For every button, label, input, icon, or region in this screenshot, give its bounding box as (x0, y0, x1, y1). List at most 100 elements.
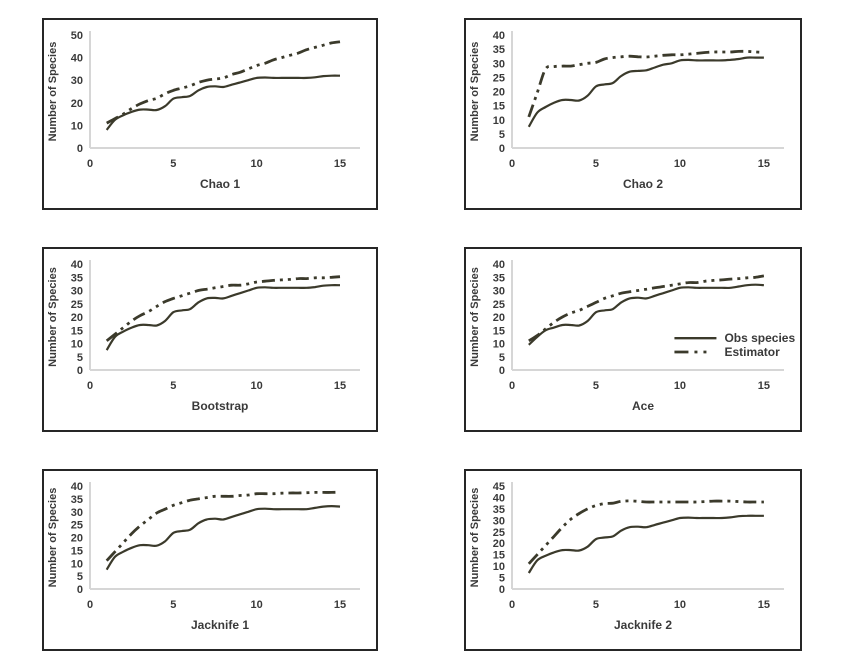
x-tick-label: 10 (251, 380, 263, 392)
y-tick-label: 35 (71, 494, 83, 506)
x-tick-label: 10 (674, 158, 686, 170)
y-tick-label: 15 (493, 325, 505, 337)
estimator-series-line (105, 275, 341, 342)
y-tick-label: 15 (493, 101, 505, 113)
y-tick-label: 15 (71, 325, 83, 337)
y-tick-label: 25 (71, 299, 83, 311)
x-tick-label: 5 (593, 380, 599, 392)
y-tick-label: 45 (493, 481, 505, 493)
x-tick-label: 5 (170, 599, 176, 611)
y-tick-label: 40 (71, 53, 83, 65)
y-tick-label: 40 (493, 259, 505, 271)
x-tick-label: 5 (593, 599, 599, 611)
obs-series-line (105, 505, 341, 571)
y-tick-label: 35 (493, 44, 505, 56)
x-tick-label: 5 (593, 158, 599, 170)
x-tick-label: 15 (334, 599, 346, 611)
chart-chao-1: 0 10 20 30 40 50 0 5 10 15 Number of Species Chao 1 (47, 30, 360, 191)
y-tick-label: 20 (71, 312, 83, 324)
x-tick-label: 0 (87, 158, 93, 170)
y-tick-label: 15 (71, 545, 83, 557)
y-tick-label: 20 (493, 538, 505, 550)
y-tick-label: 35 (493, 504, 505, 516)
y-tick-label: 30 (71, 507, 83, 519)
y-tick-label: 40 (493, 30, 505, 42)
estimator-series-line (105, 490, 341, 562)
obs-series-line (105, 74, 341, 131)
y-tick-label: 30 (493, 58, 505, 70)
y-tick-label: 0 (499, 365, 505, 377)
obs-series-line (105, 284, 341, 351)
x-tick-label: 0 (87, 599, 93, 611)
y-tick-label: 5 (77, 352, 83, 364)
x-tick-label: 5 (170, 158, 176, 170)
y-tick-label: 25 (493, 299, 505, 311)
y-tick-label: 10 (493, 339, 505, 351)
y-tick-label: 40 (493, 492, 505, 504)
x-tick-label: 0 (509, 158, 515, 170)
y-tick-label: 0 (77, 365, 83, 377)
y-tick-label: 20 (493, 87, 505, 99)
y-tick-label: 30 (71, 75, 83, 87)
y-tick-label: 25 (493, 527, 505, 539)
legend-obs-label: Obs species (724, 331, 795, 345)
legend-estimator-label: Estimator (724, 345, 780, 359)
x-tick-label: 15 (758, 380, 770, 392)
chart-panel-chao-2: 0 5 10 15 20 25 30 35 40 0 5 10 15 Number of Species C… (464, 18, 802, 210)
y-tick-label: 0 (499, 584, 505, 596)
y-tick-label: 10 (71, 558, 83, 570)
y-tick-label: 30 (493, 515, 505, 527)
y-tick-label: 35 (71, 272, 83, 284)
obs-series-line (528, 283, 764, 346)
y-tick-label: 40 (71, 259, 83, 271)
y-tick-label: 5 (499, 129, 505, 141)
estimator-series-line (527, 499, 764, 565)
estimator-series-line (106, 40, 341, 125)
y-tick-label: 10 (493, 115, 505, 127)
x-tick-label: 10 (674, 599, 686, 611)
y-tick-label: 0 (77, 584, 83, 596)
chart-panel-jacknife-1: 0 5 10 15 20 25 30 35 40 0 5 10 15 Number of Species J… (42, 469, 378, 651)
chart-panel-jacknife-2: 0 5 10 15 20 25 30 35 40 45 0 5 10 15 Number of Specie… (464, 469, 802, 651)
x-tick-label: 10 (251, 599, 263, 611)
y-axis-title: Number of Species (469, 488, 481, 588)
y-tick-label: 20 (71, 98, 83, 110)
chart-chao-2: 0 5 10 15 20 25 30 35 40 0 5 10 15 Number of Species C… (469, 30, 784, 191)
chart-panel-ace: 0 5 10 15 20 25 30 35 40 0 5 10 15 Number of Species A… (464, 247, 802, 432)
y-tick-label: 10 (71, 120, 83, 132)
y-tick-label: 15 (493, 550, 505, 562)
x-tick-label: 15 (334, 380, 346, 392)
x-tick-label: 0 (87, 380, 93, 392)
x-axis-title: Chao 2 (623, 177, 663, 191)
x-axis-title: Jacknife 1 (191, 618, 249, 632)
x-tick-label: 0 (509, 599, 515, 611)
x-tick-label: 15 (758, 599, 770, 611)
y-tick-label: 35 (493, 272, 505, 284)
y-tick-label: 5 (499, 573, 505, 585)
x-tick-label: 15 (758, 158, 770, 170)
y-tick-label: 50 (71, 30, 83, 42)
estimator-series-line (528, 274, 765, 343)
x-tick-label: 0 (509, 380, 515, 392)
y-tick-label: 10 (493, 561, 505, 573)
y-tick-label: 25 (71, 520, 83, 532)
chart-panel-chao-1: 0 10 20 30 40 50 0 5 10 15 Number of Species Chao 1 (42, 18, 378, 210)
x-axis-title: Ace (632, 399, 654, 413)
x-axis-title: Bootstrap (192, 399, 249, 413)
y-tick-label: 25 (493, 72, 505, 84)
y-tick-label: 0 (77, 143, 83, 155)
y-tick-label: 30 (71, 286, 83, 298)
y-tick-label: 20 (493, 312, 505, 324)
y-tick-label: 30 (493, 286, 505, 298)
y-axis-title: Number of Species (47, 488, 59, 588)
x-tick-label: 15 (334, 158, 346, 170)
y-axis-title: Number of Species (47, 42, 59, 142)
y-axis-title: Number of Species (469, 42, 481, 142)
y-tick-label: 20 (71, 533, 83, 545)
